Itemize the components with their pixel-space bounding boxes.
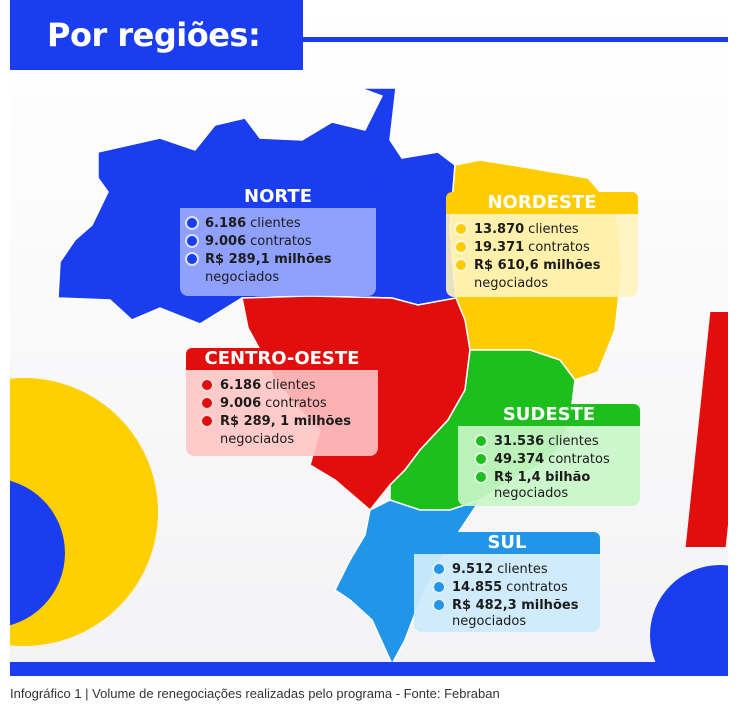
contracts-icon <box>200 396 214 410</box>
title-banner: Por regiões: <box>10 0 303 70</box>
money-icon <box>200 414 214 428</box>
negociados-label: negociados <box>220 432 295 447</box>
stat-contratos-nordeste: 19.371 contratos <box>454 238 590 256</box>
stat-valor-sul: R$ 482,3 milhões <box>432 596 582 614</box>
contratos-label: contratos <box>548 451 610 467</box>
bottom-rule <box>10 662 728 676</box>
clientes-value: 13.870 <box>474 221 525 237</box>
valor-value: R$ 1,4 bilhão <box>494 469 591 485</box>
stat-valor-nordeste: R$ 610,6 milhões <box>454 256 604 274</box>
stat-clientes-sul: 9.512 clientes <box>432 560 548 578</box>
negociados-label: negociados <box>474 276 549 291</box>
title-rule <box>303 37 728 42</box>
valor-value: R$ 289, 1 milhões <box>220 413 351 429</box>
clientes-value: 31.536 <box>494 433 545 449</box>
clients-icon <box>474 434 488 448</box>
contratos-value: 19.371 <box>474 239 525 255</box>
infographic: Por regiões: NORTE 6.186 clientes 9.006 … <box>10 0 728 676</box>
clients-icon <box>185 216 199 230</box>
contratos-label: contratos <box>265 395 327 411</box>
region-title-norte: NORTE <box>180 186 376 208</box>
clientes-value: 6.186 <box>220 377 262 393</box>
contratos-label: contratos <box>506 579 568 595</box>
clientes-label: clientes <box>548 433 599 449</box>
money-icon <box>185 252 199 266</box>
contratos-value: 14.855 <box>452 579 503 595</box>
money-icon <box>474 470 488 484</box>
clientes-label: clientes <box>250 215 301 231</box>
negociados-label: negociados <box>452 614 527 629</box>
stat-contratos-norte: 9.006 contratos <box>185 232 312 250</box>
clientes-label: clientes <box>497 561 548 577</box>
stat-clientes-centro-oeste: 6.186 clientes <box>200 376 316 394</box>
stat-valor-centro-oeste: R$ 289, 1 milhões <box>200 412 355 430</box>
valor-value: R$ 610,6 milhões <box>474 257 601 273</box>
clientes-value: 6.186 <box>205 215 247 231</box>
clientes-label: clientes <box>528 221 579 237</box>
contratos-value: 9.006 <box>205 233 247 249</box>
region-card-sul: SUL 9.512 clientes 14.855 contratos R$ 4… <box>414 532 600 632</box>
clients-icon <box>454 222 468 236</box>
money-icon <box>454 258 468 272</box>
region-title-centro-oeste: CENTRO-OESTE <box>186 348 378 370</box>
clients-icon <box>200 378 214 392</box>
negociados-label: negociados <box>205 270 280 285</box>
contracts-icon <box>185 234 199 248</box>
contratos-value: 9.006 <box>220 395 262 411</box>
valor-value: R$ 289,1 milhões <box>205 251 332 267</box>
contracts-icon <box>474 452 488 466</box>
figure-caption: Infográfico 1 | Volume de renegociações … <box>10 686 500 701</box>
region-card-norte: NORTE 6.186 clientes 9.006 contratos R$ … <box>180 186 376 296</box>
contratos-label: contratos <box>528 239 590 255</box>
stat-valor-norte: R$ 289,1 milhões <box>185 250 335 268</box>
valor-value: R$ 482,3 milhões <box>452 597 579 613</box>
negociados-label: negociados <box>494 486 569 501</box>
stat-contratos-sudeste: 49.374 contratos <box>474 450 610 468</box>
stat-valor-sudeste: R$ 1,4 bilhão <box>474 468 594 486</box>
contratos-label: contratos <box>250 233 312 249</box>
stat-contratos-sul: 14.855 contratos <box>432 578 568 596</box>
stat-clientes-sudeste: 31.536 clientes <box>474 432 599 450</box>
region-card-nordeste: NORDESTE 13.870 clientes 19.371 contrato… <box>446 192 638 297</box>
contratos-value: 49.374 <box>494 451 545 467</box>
clientes-value: 9.512 <box>452 561 494 577</box>
stat-clientes-nordeste: 13.870 clientes <box>454 220 579 238</box>
region-card-sudeste: SUDESTE 31.536 clientes 49.374 contratos… <box>458 404 640 506</box>
clientes-label: clientes <box>265 377 316 393</box>
stat-clientes-norte: 6.186 clientes <box>185 214 301 232</box>
region-title-sul: SUL <box>414 532 600 554</box>
contracts-icon <box>432 580 446 594</box>
stat-contratos-centro-oeste: 9.006 contratos <box>200 394 327 412</box>
money-icon <box>432 598 446 612</box>
brazil-map <box>57 87 623 666</box>
region-title-sudeste: SUDESTE <box>458 404 640 426</box>
region-card-centro-oeste: CENTRO-OESTE 6.186 clientes 9.006 contra… <box>186 348 378 456</box>
contracts-icon <box>454 240 468 254</box>
page-title: Por regiões: <box>47 16 261 54</box>
region-title-nordeste: NORDESTE <box>446 192 638 214</box>
clients-icon <box>432 562 446 576</box>
